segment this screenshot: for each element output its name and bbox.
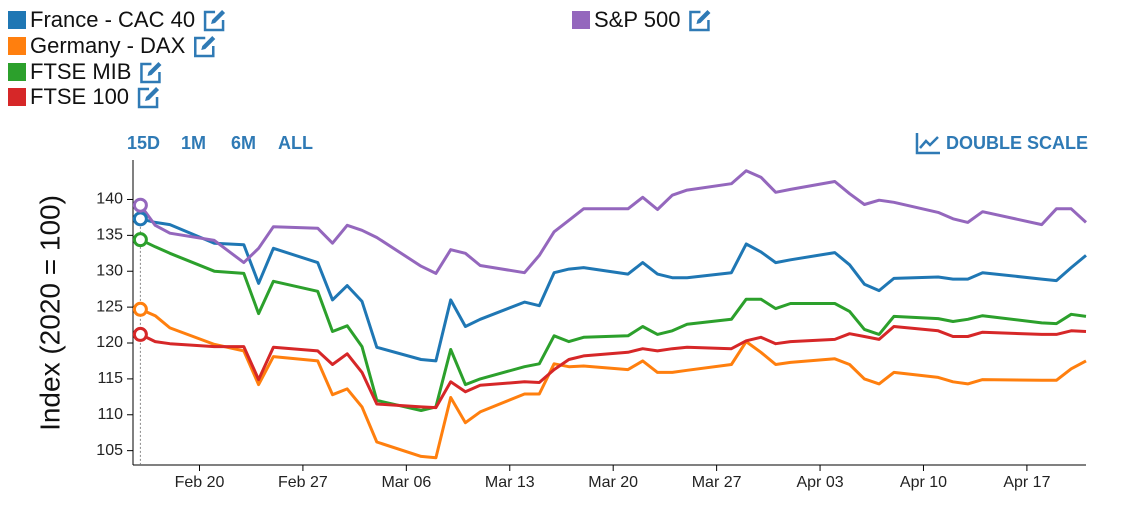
x-tick-label: Feb 27 (278, 474, 328, 491)
y-tick-label: 120 (96, 334, 123, 351)
edit-icon-box (203, 10, 225, 32)
edit-icon[interactable] (689, 10, 711, 32)
edit-icon[interactable] (140, 62, 162, 84)
y-tick-label: 130 (96, 262, 123, 279)
legend-swatch (8, 11, 26, 29)
legend-swatch (572, 11, 590, 29)
legend-label: France - CAC 40 (30, 7, 195, 32)
legend-label: FTSE 100 (30, 84, 129, 109)
y-axis-label: Index (2020 = 100) (34, 195, 65, 431)
y-tick-label: 115 (97, 370, 123, 387)
legend-label: FTSE MIB (30, 59, 131, 84)
start-marker (132, 326, 148, 342)
legend-item[interactable]: FTSE 100 (8, 84, 160, 109)
x-tick-label: Apr 10 (900, 474, 947, 491)
start-marker (132, 197, 148, 213)
legend-swatch (8, 88, 26, 106)
start-marker (132, 232, 148, 248)
x-tick-label: Mar 13 (485, 474, 535, 491)
series-line (139, 238, 1087, 412)
chart-icon (915, 133, 940, 155)
range-button[interactable]: 15D (127, 133, 160, 153)
range-button[interactable]: ALL (278, 133, 313, 153)
y-tick-label: 125 (96, 298, 123, 315)
edit-icon[interactable] (203, 10, 226, 32)
edit-icon-box (689, 10, 710, 32)
x-tick-label: Feb 20 (175, 474, 225, 491)
edit-icon-box (140, 62, 161, 84)
plot: 105 110 115 120 125 130 135 140 Feb 20 Feb 27 Mar … (96, 160, 1088, 491)
legend-label: Germany - DAX (30, 33, 186, 58)
legend-swatch (8, 63, 26, 81)
y-tick-label: 135 (96, 227, 123, 244)
edit-icon-pen (201, 36, 216, 50)
y-tick-label: 140 (96, 191, 123, 208)
x-tick-label: Mar 20 (588, 474, 638, 491)
series-line (139, 307, 1087, 460)
edit-icon-pen (696, 10, 711, 24)
edit-icon-pen (145, 87, 160, 101)
edit-icon-pen (147, 62, 162, 76)
edit-icon[interactable] (137, 87, 160, 109)
edit-icon-pen (211, 10, 226, 24)
range-button[interactable]: 6M (231, 133, 256, 153)
x-tick-label: Mar 27 (692, 474, 742, 491)
x-tick-label: Mar 06 (381, 474, 431, 491)
edit-icon-box (194, 36, 215, 58)
start-marker (132, 301, 148, 317)
chart-icon-axes (915, 133, 940, 155)
edit-icon[interactable] (194, 36, 216, 58)
legend-item[interactable]: Germany - DAX (8, 33, 216, 58)
legend-swatch (8, 37, 26, 55)
x-tick-label: Apr 03 (796, 474, 843, 491)
controls: 15D 1M 6M ALL DOUBLE SCALE (127, 133, 1088, 155)
range-button[interactable]: 1M (181, 133, 206, 153)
legend-item[interactable]: FTSE MIB (8, 59, 162, 84)
y-tick-label: 110 (97, 406, 123, 423)
legend-item[interactable]: S&P 500 (572, 7, 711, 32)
series-line (140, 217, 1087, 363)
legend-item[interactable]: France - CAC 40 (8, 7, 226, 32)
series-line (139, 325, 1087, 410)
series-line (139, 169, 1088, 275)
double-scale-button[interactable]: DOUBLE SCALE (946, 133, 1088, 153)
legend-label: S&P 500 (594, 7, 680, 32)
chart-icon-line (919, 136, 939, 149)
edit-icon-box (137, 87, 159, 109)
x-tick-label: Apr 17 (1003, 474, 1050, 491)
y-tick-label: 105 (96, 442, 123, 459)
start-marker (132, 211, 148, 227)
